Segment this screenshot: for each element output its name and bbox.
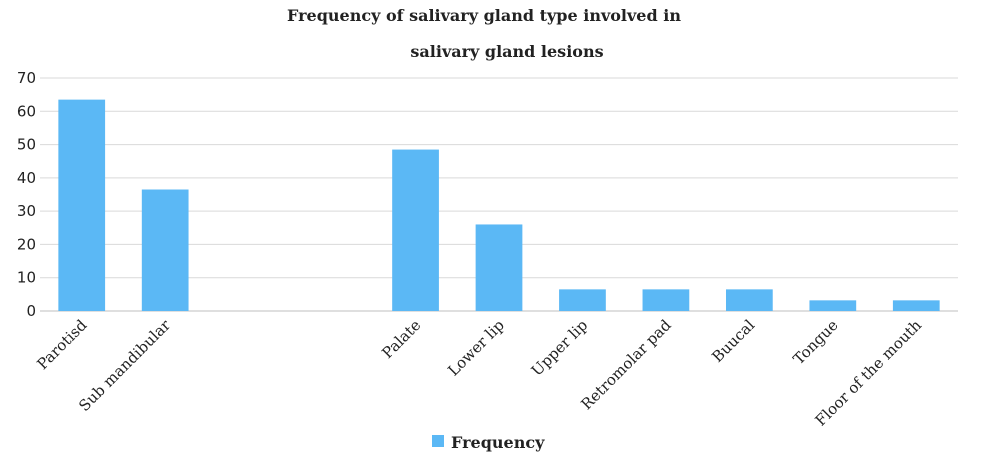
x-tick-label: Palate [378, 316, 424, 362]
y-tick-label: 10 [17, 269, 36, 287]
x-tick-label: Parotisd [33, 316, 90, 373]
y-tick-label: 0 [26, 302, 36, 320]
bar-tongue [809, 300, 857, 311]
chart-title-line-2: salivary gland lesions [410, 42, 603, 61]
bar-lower-lip [475, 224, 523, 311]
x-tick-label: Lower lip [444, 316, 508, 380]
legend: Frequency [432, 433, 545, 452]
bar-sub-mandibular [141, 189, 189, 311]
chart-title-line-1: Frequency of salivary gland type involve… [287, 6, 681, 25]
bar-buucal [725, 289, 773, 311]
x-tick-label: Sub mandibular [75, 316, 174, 415]
bar-retromolar-pad [642, 289, 690, 311]
x-tick-label: Tongue [790, 316, 842, 368]
bar-upper-lip [559, 289, 606, 311]
x-tick-label: Retromolar pad [578, 316, 675, 413]
y-tick-label: 30 [17, 202, 36, 220]
y-axis-ticks: 0 10 20 30 40 50 60 70 [17, 69, 36, 320]
legend-label-frequency: Frequency [451, 433, 545, 452]
bars [58, 99, 940, 311]
x-tick-label: Buucal [708, 316, 758, 366]
x-tick-label: Upper lip [528, 316, 592, 380]
y-tick-label: 40 [17, 169, 36, 187]
bar-floor-of-the-mouth [892, 300, 940, 311]
y-tick-label: 50 [17, 136, 36, 154]
y-tick-label: 20 [17, 235, 36, 253]
y-tick-label: 70 [17, 69, 36, 87]
y-tick-label: 60 [17, 102, 36, 120]
bar-palate [392, 149, 439, 311]
legend-swatch-frequency [432, 435, 444, 447]
bar-parotisd [58, 99, 106, 311]
